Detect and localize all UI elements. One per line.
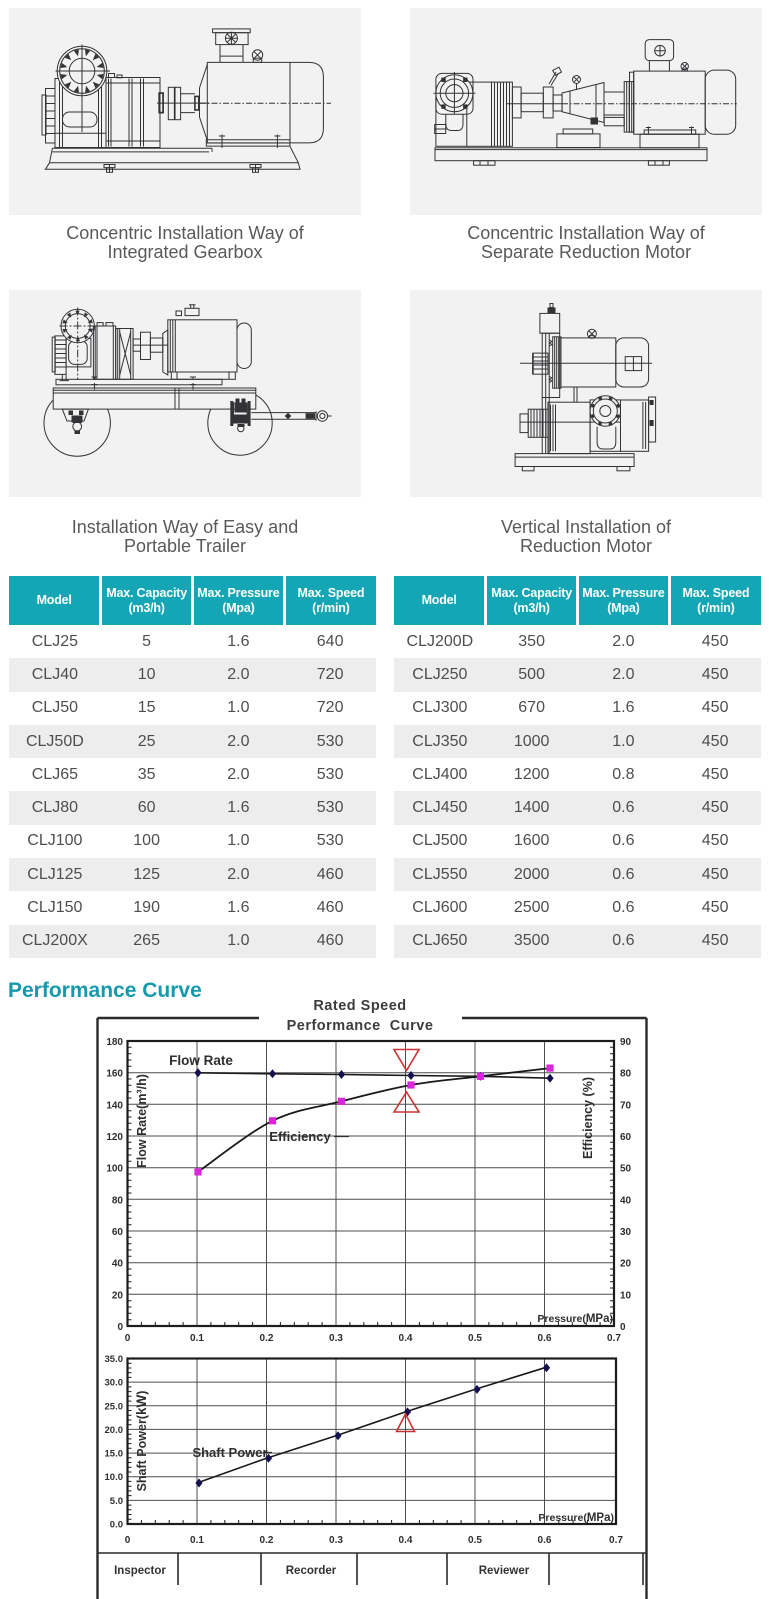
svg-text:Pressure(MPa): Pressure(MPa) <box>538 1512 614 1524</box>
svg-text:0.6: 0.6 <box>538 1535 552 1546</box>
svg-text:40: 40 <box>620 1195 632 1206</box>
svg-text:80: 80 <box>112 1195 124 1206</box>
svg-text:10.0: 10.0 <box>105 1472 124 1483</box>
svg-text:0.7: 0.7 <box>609 1535 623 1546</box>
svg-text:10: 10 <box>620 1290 632 1301</box>
svg-text:0.5: 0.5 <box>468 1333 482 1344</box>
svg-text:0.5: 0.5 <box>468 1535 482 1546</box>
svg-text:160: 160 <box>106 1069 123 1080</box>
svg-text:Recorder: Recorder <box>286 1565 337 1577</box>
svg-text:0: 0 <box>620 1322 626 1333</box>
svg-text:0.7: 0.7 <box>607 1333 621 1344</box>
svg-text:0.4: 0.4 <box>399 1535 413 1546</box>
svg-text:0: 0 <box>125 1333 131 1344</box>
svg-text:0.3: 0.3 <box>329 1333 343 1344</box>
svg-text:140: 140 <box>106 1100 123 1111</box>
svg-text:0: 0 <box>125 1535 131 1546</box>
svg-text:60: 60 <box>112 1227 124 1238</box>
svg-text:Efficiency: Efficiency <box>269 1129 331 1144</box>
svg-text:35.0: 35.0 <box>105 1354 124 1365</box>
svg-text:0.1: 0.1 <box>190 1333 204 1344</box>
svg-text:Inspector: Inspector <box>114 1565 166 1577</box>
svg-text:Reviewer: Reviewer <box>479 1565 530 1577</box>
svg-text:Pressure(MPa): Pressure(MPa) <box>537 1313 613 1325</box>
svg-text:Rated Speed: Rated Speed <box>313 998 406 1014</box>
svg-text:0.4: 0.4 <box>399 1333 413 1344</box>
svg-text:30: 30 <box>620 1227 632 1238</box>
svg-text:120: 120 <box>106 1132 123 1143</box>
svg-text:Flow Rate(m³/h): Flow Rate(m³/h) <box>135 1074 149 1168</box>
svg-text:20.0: 20.0 <box>105 1425 124 1436</box>
svg-text:60: 60 <box>620 1132 632 1143</box>
svg-text:100: 100 <box>106 1164 123 1175</box>
svg-text:5.0: 5.0 <box>110 1496 123 1507</box>
svg-text:70: 70 <box>620 1100 632 1111</box>
svg-text:0.3: 0.3 <box>329 1535 343 1546</box>
svg-text:Flow Rate: Flow Rate <box>169 1053 233 1068</box>
svg-text:15.0: 15.0 <box>105 1449 124 1460</box>
svg-text:Performance Curve: Performance Curve <box>287 1018 434 1034</box>
svg-text:Shaft Power: Shaft Power <box>192 1445 267 1460</box>
svg-text:20: 20 <box>620 1259 632 1270</box>
svg-text:30.0: 30.0 <box>105 1378 124 1389</box>
svg-text:180: 180 <box>106 1037 123 1048</box>
svg-text:0: 0 <box>117 1322 123 1333</box>
svg-text:Shaft Power(kW): Shaft Power(kW) <box>134 1391 149 1492</box>
svg-text:50: 50 <box>620 1164 632 1175</box>
svg-text:20: 20 <box>112 1290 124 1301</box>
svg-text:0.6: 0.6 <box>538 1333 552 1344</box>
svg-text:90: 90 <box>620 1037 632 1048</box>
svg-text:80: 80 <box>620 1069 632 1080</box>
svg-text:40: 40 <box>112 1259 124 1270</box>
svg-text:0.1: 0.1 <box>190 1535 204 1546</box>
svg-text:Efficiency (%): Efficiency (%) <box>581 1077 595 1159</box>
svg-text:25.0: 25.0 <box>105 1401 124 1412</box>
svg-text:0.2: 0.2 <box>260 1333 274 1344</box>
svg-text:0.0: 0.0 <box>110 1520 123 1531</box>
svg-text:0.2: 0.2 <box>260 1535 274 1546</box>
